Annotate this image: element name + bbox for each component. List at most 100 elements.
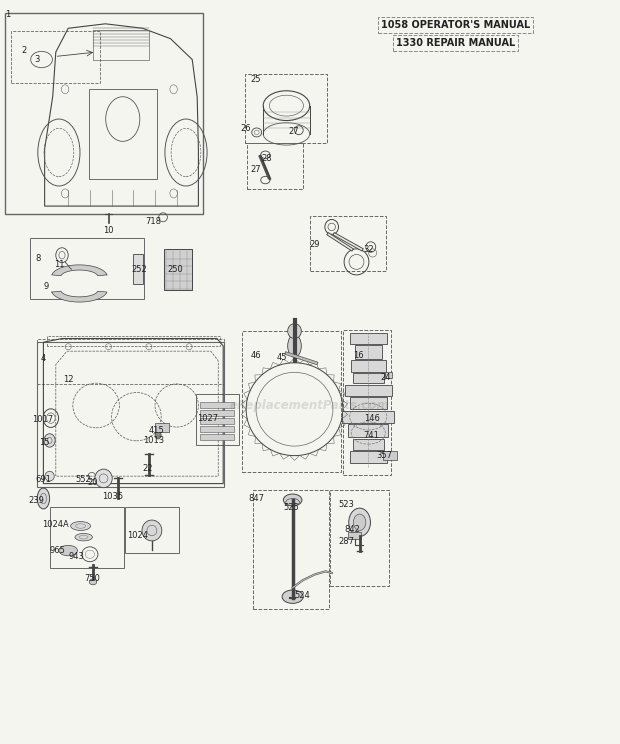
Bar: [350, 333, 387, 344]
Text: 29: 29: [310, 240, 320, 248]
Text: 415: 415: [148, 426, 164, 434]
Bar: [30, 238, 144, 299]
Bar: [351, 360, 386, 372]
Bar: [343, 330, 391, 475]
Bar: [345, 385, 392, 396]
Text: 552: 552: [76, 475, 92, 484]
Text: 22: 22: [143, 464, 153, 473]
Bar: [242, 331, 341, 472]
Text: 943: 943: [68, 552, 84, 561]
Text: 250: 250: [167, 265, 183, 274]
Text: 32: 32: [363, 245, 374, 254]
Text: 4: 4: [41, 354, 46, 363]
Polygon shape: [52, 265, 107, 276]
Bar: [310, 216, 386, 271]
Bar: [164, 249, 192, 290]
Bar: [5, 13, 203, 214]
Ellipse shape: [282, 590, 303, 603]
Ellipse shape: [288, 335, 301, 357]
Text: 1330 REPAIR MANUAL: 1330 REPAIR MANUAL: [396, 38, 515, 48]
Ellipse shape: [95, 469, 112, 488]
Bar: [125, 507, 179, 553]
Text: 24: 24: [381, 373, 391, 382]
Ellipse shape: [59, 545, 78, 556]
Ellipse shape: [142, 520, 162, 541]
Text: 146: 146: [364, 414, 380, 423]
Text: 523: 523: [338, 500, 354, 509]
Bar: [133, 254, 143, 284]
Text: 847: 847: [248, 494, 264, 503]
Text: 15: 15: [40, 438, 50, 447]
Ellipse shape: [353, 514, 366, 530]
Text: 1013: 1013: [143, 436, 164, 445]
Text: 252: 252: [131, 265, 147, 274]
Text: 45: 45: [277, 353, 287, 362]
Text: 27: 27: [288, 127, 299, 136]
Ellipse shape: [348, 508, 371, 536]
Text: 287: 287: [338, 537, 354, 546]
Bar: [245, 74, 327, 143]
Text: 12: 12: [63, 375, 73, 384]
Bar: [253, 490, 329, 609]
Bar: [353, 373, 384, 383]
Bar: [37, 342, 224, 487]
Text: 965: 965: [50, 546, 66, 555]
Text: 27: 27: [250, 165, 262, 174]
Text: 20: 20: [88, 478, 98, 487]
Bar: [37, 339, 224, 384]
Bar: [155, 423, 169, 432]
Bar: [50, 507, 124, 568]
Ellipse shape: [155, 432, 161, 439]
Text: 1024: 1024: [127, 531, 148, 540]
Ellipse shape: [89, 579, 97, 585]
Polygon shape: [52, 291, 107, 302]
Text: 3: 3: [35, 55, 40, 64]
Ellipse shape: [75, 533, 92, 541]
Text: 1027: 1027: [197, 414, 218, 423]
Bar: [200, 410, 234, 416]
Bar: [196, 394, 239, 445]
Text: 1017: 1017: [32, 415, 53, 424]
Ellipse shape: [283, 494, 302, 506]
Bar: [383, 451, 397, 460]
Bar: [11, 31, 100, 83]
Bar: [200, 402, 234, 408]
Text: 16: 16: [353, 351, 364, 360]
Text: eReplacementParts.com: eReplacementParts.com: [230, 399, 390, 412]
Bar: [89, 89, 157, 179]
Text: 524: 524: [294, 591, 310, 600]
Bar: [355, 345, 382, 359]
Ellipse shape: [45, 472, 55, 481]
Text: 741: 741: [363, 431, 379, 440]
Text: 11: 11: [54, 260, 64, 269]
Text: 9: 9: [44, 282, 49, 291]
Bar: [350, 397, 387, 409]
Text: 842: 842: [344, 525, 360, 534]
Text: 1024A: 1024A: [42, 520, 69, 529]
Bar: [348, 532, 361, 539]
Text: 691: 691: [35, 475, 51, 484]
Text: 25: 25: [250, 75, 260, 84]
Bar: [200, 434, 234, 440]
Text: 1058 OPERATOR'S MANUAL: 1058 OPERATOR'S MANUAL: [381, 20, 530, 31]
Bar: [342, 411, 394, 423]
Ellipse shape: [71, 522, 91, 530]
Bar: [350, 451, 387, 463]
Bar: [247, 143, 303, 189]
Text: 357: 357: [376, 451, 392, 460]
Ellipse shape: [288, 324, 301, 339]
Text: 26: 26: [241, 124, 252, 133]
Text: 46: 46: [250, 351, 262, 360]
Text: 1035: 1035: [102, 493, 123, 501]
Text: 718: 718: [146, 217, 162, 226]
Text: 28: 28: [261, 154, 272, 163]
Text: 1: 1: [5, 10, 10, 19]
Ellipse shape: [44, 434, 55, 447]
Bar: [385, 372, 392, 378]
Text: 239: 239: [28, 496, 44, 505]
Ellipse shape: [37, 488, 50, 509]
Text: 10: 10: [104, 226, 113, 235]
Text: 525: 525: [283, 503, 299, 512]
Text: 2: 2: [21, 46, 26, 55]
Bar: [348, 424, 388, 437]
